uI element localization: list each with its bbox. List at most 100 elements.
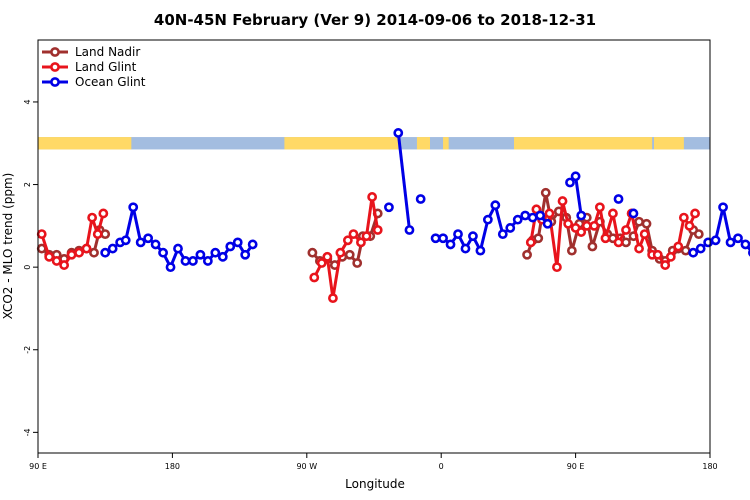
data-point — [92, 229, 103, 240]
data-point — [505, 223, 516, 233]
data-point — [570, 171, 581, 182]
legend-marker — [50, 47, 60, 57]
data-point — [621, 237, 631, 248]
data-point — [718, 202, 728, 213]
data-point — [490, 200, 501, 211]
data-point — [307, 247, 318, 258]
data-point — [540, 187, 551, 198]
data-point — [44, 251, 55, 262]
data-point — [693, 229, 704, 240]
data-point — [533, 233, 544, 244]
data-point — [415, 194, 426, 204]
plot-frame — [37, 39, 711, 454]
data-point — [430, 233, 441, 244]
x-tick-label: 180 — [165, 462, 180, 471]
data-point — [522, 249, 532, 260]
data-point — [165, 262, 176, 273]
legend-label: Land Glint — [75, 60, 137, 74]
x-tick-label: 90 W — [296, 462, 317, 471]
data-point — [527, 212, 538, 223]
data-point — [581, 220, 592, 231]
data-point — [652, 249, 663, 260]
data-point — [335, 247, 346, 258]
data-point — [89, 247, 99, 258]
data-point — [475, 245, 486, 256]
series-ocean-glint — [100, 128, 750, 273]
land-band — [284, 137, 399, 150]
x-tick-label: 90 E — [567, 462, 585, 471]
y-tick-label: 0 — [23, 265, 32, 270]
data-point — [482, 214, 493, 225]
chart-title: 40N-45N February (Ver 9) 2014-09-06 to 2… — [154, 11, 596, 29]
data-point — [66, 249, 77, 260]
x-tick-label: 90 E — [29, 462, 47, 471]
data-point — [695, 243, 706, 254]
data-point — [348, 229, 359, 240]
y-axis: -4 -2 0 2 4 — [23, 99, 38, 436]
data-point — [576, 227, 587, 237]
data-point — [328, 293, 338, 304]
data-point — [143, 233, 154, 244]
legend-marker — [50, 62, 60, 72]
series-line — [312, 195, 380, 300]
x-axis-label: Longitude — [345, 477, 405, 491]
data-point — [594, 202, 605, 213]
data-point — [703, 237, 714, 248]
data-point — [589, 220, 600, 231]
data-point — [158, 247, 168, 258]
data-point — [344, 249, 355, 260]
legend-item: Land Glint — [42, 60, 137, 74]
data-point — [544, 208, 555, 219]
data-point — [100, 229, 111, 240]
x-tick-label: 0 — [439, 462, 444, 471]
data-point — [100, 247, 111, 258]
data-point — [634, 216, 644, 227]
data-point — [384, 202, 394, 213]
data-point — [557, 196, 568, 206]
data-point — [87, 212, 98, 223]
data-point — [497, 229, 508, 240]
data-point — [628, 208, 639, 219]
legend-marker — [50, 77, 60, 87]
data-point — [180, 256, 191, 266]
data-point — [393, 128, 404, 138]
data-point — [356, 237, 366, 248]
data-point — [600, 233, 611, 244]
data-point — [361, 231, 372, 242]
data-point — [247, 239, 258, 250]
data-point — [520, 210, 531, 221]
data-point — [128, 202, 139, 213]
data-point — [120, 235, 131, 246]
data-point — [710, 235, 721, 246]
legend-item: Ocean Glint — [42, 75, 146, 89]
land-band — [416, 137, 430, 150]
data-point — [563, 218, 574, 229]
series-line — [396, 132, 411, 231]
land-band — [514, 137, 653, 150]
x-tick-label: 180 — [702, 462, 717, 471]
data-point — [639, 229, 650, 240]
data-point — [565, 177, 575, 188]
data-point — [74, 247, 84, 258]
data-point — [36, 229, 47, 240]
data-point — [316, 258, 327, 268]
data-point — [210, 247, 221, 258]
data-point — [367, 192, 378, 202]
land-band — [38, 137, 132, 150]
y-tick-label: -4 — [23, 428, 32, 436]
data-point — [135, 237, 146, 248]
data-point — [98, 208, 109, 219]
data-point — [460, 243, 471, 254]
land-ocean-strip — [38, 137, 710, 150]
data-point — [587, 241, 598, 252]
data-point — [438, 233, 448, 244]
legend-label: Land Nadir — [75, 45, 140, 59]
data-point — [733, 233, 743, 244]
data-point — [678, 212, 689, 223]
data-point — [59, 260, 70, 270]
data-point — [690, 208, 700, 219]
data-point — [576, 210, 587, 221]
data-point — [740, 239, 750, 250]
data-point — [51, 256, 62, 266]
